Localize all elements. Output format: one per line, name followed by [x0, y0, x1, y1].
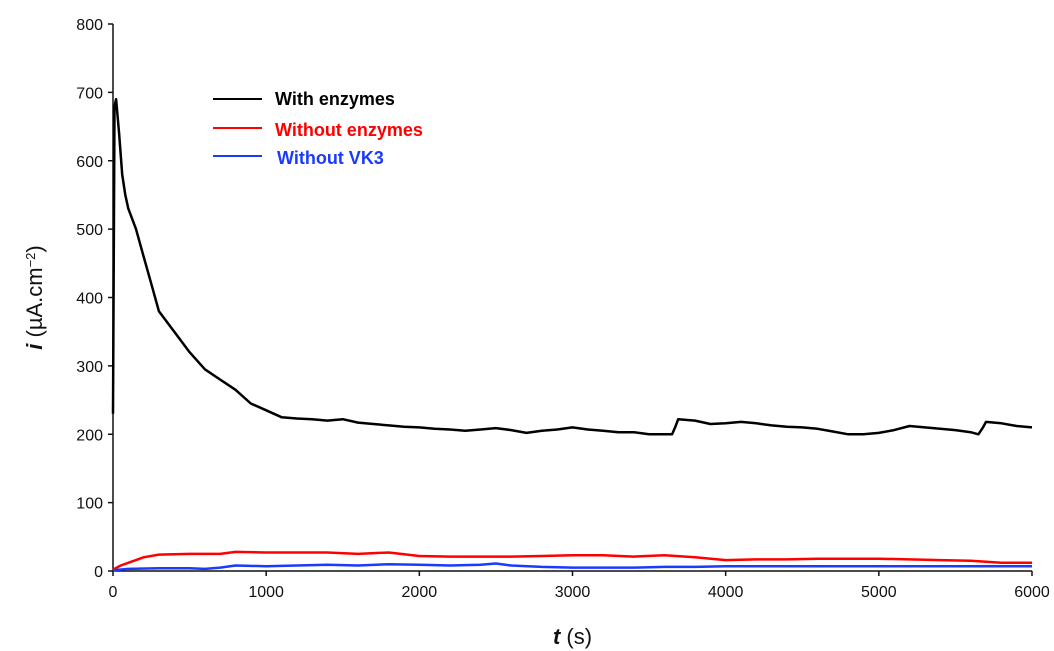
- y-axis-title: i (µA.cm−2): [22, 245, 47, 350]
- y-tick-label: 400: [76, 291, 103, 308]
- y-ticks: 0 100 200 300 400 500 600 700 800: [76, 17, 113, 581]
- y-tick-label: 800: [76, 17, 103, 34]
- x-axis-title: t (s): [553, 624, 592, 649]
- y-axis-var: i: [22, 343, 47, 350]
- series-layer: [111, 97, 1033, 572]
- y-axis-unit-sup: −2: [23, 253, 38, 268]
- series-line-without-vk3: [112, 562, 1032, 572]
- legend-label-without-vk3: Without VK3: [277, 148, 384, 168]
- x-axis-var: t: [553, 624, 562, 649]
- x-axis-unit: (s): [560, 624, 592, 649]
- x-tick-label: 5000: [861, 584, 897, 601]
- x-tick-label: 4000: [708, 584, 744, 601]
- y-tick-label: 600: [76, 154, 103, 171]
- y-tick-label: 100: [76, 496, 103, 513]
- legend: With enzymes Without enzymes Without VK3: [213, 89, 423, 168]
- y-tick-label: 700: [76, 85, 103, 102]
- x-tick-label: 3000: [555, 584, 591, 601]
- series-line-with-enzymes: [111, 97, 1033, 436]
- x-ticks: 0 1000 2000 3000 4000 5000 6000: [109, 571, 1050, 601]
- y-axis-unit-post: ): [22, 245, 47, 252]
- y-tick-label: 300: [76, 359, 103, 376]
- y-axis-unit-pre: (µA.cm: [22, 267, 47, 343]
- legend-label-with-enzymes: With enzymes: [275, 89, 395, 109]
- y-tick-label: 500: [76, 222, 103, 239]
- y-tick-label: 200: [76, 427, 103, 444]
- y-tick-label: 0: [94, 564, 103, 581]
- x-tick-label: 6000: [1014, 584, 1050, 601]
- x-tick-label: 0: [109, 584, 118, 601]
- axes: [112, 24, 1032, 572]
- legend-label-without-enzymes: Without enzymes: [275, 120, 423, 140]
- x-tick-label: 2000: [402, 584, 438, 601]
- x-tick-label: 1000: [248, 584, 284, 601]
- series-line-without-enzymes: [112, 550, 1032, 571]
